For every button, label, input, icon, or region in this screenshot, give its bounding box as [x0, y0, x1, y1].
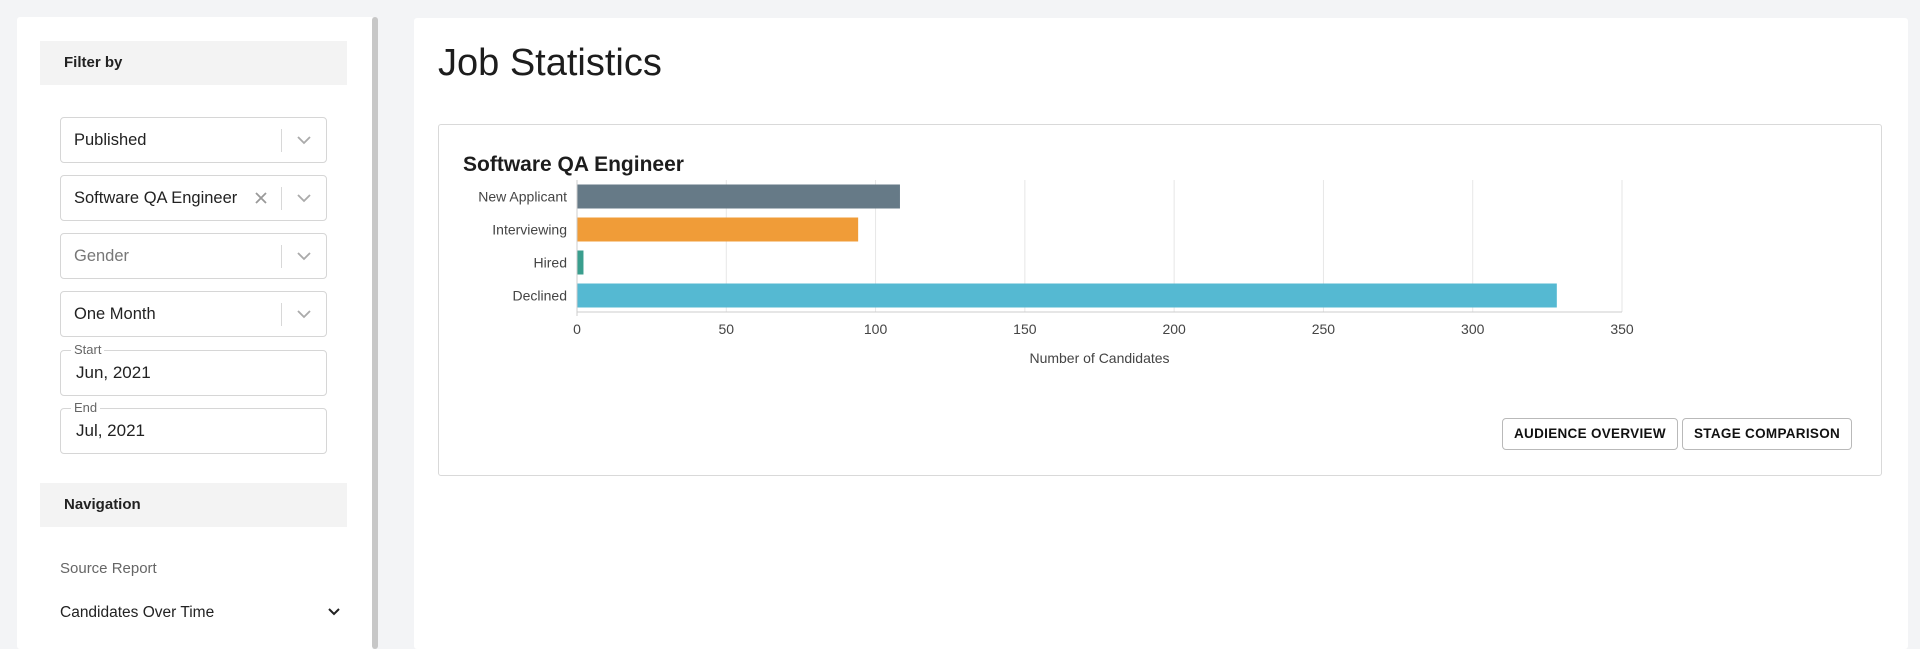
clear-icon[interactable]: [252, 189, 270, 207]
sidebar-scrollbar[interactable]: [372, 17, 378, 649]
x-axis-title: Number of Candidates: [1029, 350, 1169, 366]
bar: [577, 217, 859, 242]
chart-title: Software QA Engineer: [463, 153, 684, 176]
audience-overview-button[interactable]: AUDIENCE OVERVIEW: [1502, 418, 1678, 450]
start-date-value: Jun, 2021: [76, 363, 151, 382]
select-separator: [281, 303, 282, 326]
nav-candidates-over-time[interactable]: Candidates Over Time: [60, 604, 343, 622]
job-select[interactable]: Software QA Engineer: [60, 175, 327, 221]
end-date-value: Jul, 2021: [76, 421, 145, 440]
navigation-header: Navigation: [40, 483, 347, 527]
chevron-down-icon[interactable]: [294, 246, 314, 266]
gender-select-placeholder: Gender: [74, 247, 130, 265]
status-select-value: Published: [74, 131, 147, 149]
chevron-down-icon[interactable]: [294, 188, 314, 208]
stage-comparison-button[interactable]: STAGE COMPARISON: [1682, 418, 1853, 450]
category-label: Interviewing: [492, 222, 567, 238]
x-tick-label: 50: [718, 321, 734, 337]
category-label: Hired: [534, 255, 567, 271]
x-tick-label: 200: [1162, 321, 1186, 337]
period-select[interactable]: One Month: [60, 291, 327, 337]
x-tick-label: 150: [1013, 321, 1037, 337]
category-label: Declined: [513, 288, 567, 304]
chevron-down-icon[interactable]: [325, 603, 343, 621]
period-select-value: One Month: [74, 305, 156, 323]
category-label: New Applicant: [478, 189, 567, 205]
chevron-down-icon[interactable]: [294, 130, 314, 150]
select-separator: [281, 245, 282, 268]
status-select[interactable]: Published: [60, 117, 327, 163]
page-title: Job Statistics: [438, 42, 662, 84]
x-tick-label: 250: [1312, 321, 1336, 337]
filter-by-header: Filter by: [40, 41, 347, 85]
filter-sidebar: Filter by Published Software QA Engineer…: [17, 17, 374, 649]
chart-card: Software QA Engineer New Applicant Interv…: [438, 124, 1882, 476]
select-separator: [281, 187, 282, 210]
x-tick-label: 350: [1610, 321, 1634, 337]
nav-source-report[interactable]: Source Report: [60, 560, 157, 577]
main-panel: Job Statistics Software QA Engineer New …: [414, 18, 1908, 649]
x-tick-label: 300: [1461, 321, 1485, 337]
gender-select[interactable]: Gender: [60, 233, 327, 279]
start-date-field[interactable]: Start Jun, 2021: [60, 343, 327, 396]
x-tick-label: 0: [573, 321, 581, 337]
bar: [577, 250, 584, 275]
x-tick-label: 100: [864, 321, 888, 337]
start-date-label: Start: [71, 343, 105, 357]
end-date-label: End: [71, 401, 101, 415]
nav-candidates-over-time-label: Candidates Over Time: [60, 604, 215, 621]
end-date-field[interactable]: End Jul, 2021: [60, 401, 327, 454]
job-select-value: Software QA Engineer: [74, 189, 238, 207]
bar: [577, 184, 900, 209]
bar: [577, 283, 1557, 308]
chevron-down-icon[interactable]: [294, 304, 314, 324]
bar-chart: New Applicant Interviewing Hired Declined 0 5…: [478, 180, 1634, 366]
select-separator: [281, 129, 282, 152]
